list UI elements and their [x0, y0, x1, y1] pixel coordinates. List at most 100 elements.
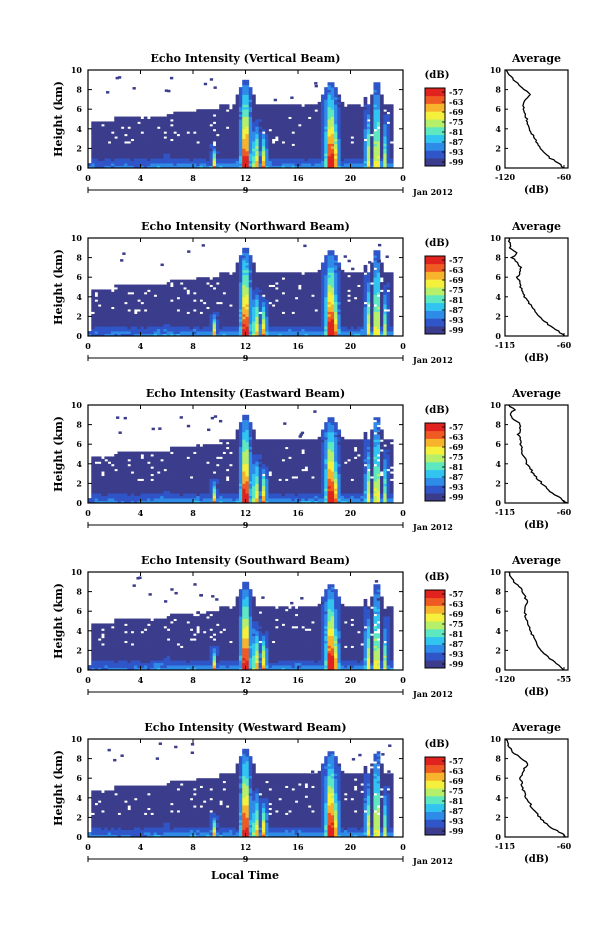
heatmap-cell [179, 287, 184, 290]
heatmap-cell [225, 323, 230, 327]
heatmap-cell [324, 104, 328, 108]
heatmap-cell [337, 106, 342, 110]
heatmap-cell [304, 114, 309, 117]
heatmap-cell [199, 284, 204, 288]
heatmap-cell [307, 150, 312, 154]
heatmap-cell [298, 277, 302, 281]
heatmap-cell [215, 313, 220, 317]
heatmap-cell [314, 143, 319, 147]
heatmap-cell [291, 150, 296, 154]
heatmap-cell [133, 498, 138, 501]
heatmap-cell [173, 111, 177, 115]
heatmap-cell [320, 262, 325, 266]
heatmap-cell [91, 163, 95, 166]
heatmap-cell [114, 331, 118, 334]
heatmap-cell [258, 163, 263, 166]
heatmap-cell [232, 121, 237, 125]
heatmap-cell [124, 138, 128, 142]
x-tick-label: 16 [292, 173, 304, 183]
heatmap-cell [304, 306, 309, 310]
heatmap-cell [104, 500, 109, 504]
heatmap-cell [183, 128, 187, 132]
heatmap-cell [273, 98, 277, 102]
heatmap-cell [137, 316, 141, 320]
heatmap-cell [225, 309, 230, 312]
heatmap-cell [324, 131, 328, 135]
heatmap-cell [163, 333, 168, 337]
heatmap-cell [212, 289, 217, 293]
heatmap-cell [334, 257, 338, 261]
heatmap-cell [91, 321, 95, 325]
heatmap-cell [97, 299, 102, 303]
heatmap-cell [170, 141, 174, 144]
heatmap-cell [350, 323, 355, 327]
heatmap-cell [311, 160, 315, 164]
heatmap-cell [140, 326, 145, 330]
heatmap-cell [209, 155, 214, 159]
heatmap-cell [156, 333, 161, 337]
heatmap-cell [271, 313, 276, 317]
heatmap-cell [110, 155, 115, 159]
heatmap-cell [120, 148, 125, 152]
heatmap-cell [383, 111, 387, 115]
heatmap-cell [294, 333, 299, 337]
colorbar-tick-label: -87 [449, 137, 463, 147]
heatmap-cell [238, 111, 243, 115]
heatmap-cell [363, 284, 368, 288]
heatmap-cell [173, 299, 177, 303]
heatmap-cell [334, 87, 338, 90]
heatmap-cell [334, 136, 338, 139]
heatmap-cell [252, 289, 256, 293]
heatmap-cell [206, 284, 210, 288]
heatmap-cell [261, 299, 266, 303]
heatmap-cell [360, 304, 365, 307]
heatmap-cell [360, 133, 365, 137]
heatmap-cell [314, 304, 319, 307]
heatmap-cell [268, 136, 273, 139]
heatmap-cell [104, 138, 109, 142]
heatmap-cell [219, 282, 223, 285]
heatmap-cell [107, 331, 112, 334]
heatmap-cell [117, 301, 122, 305]
heatmap-cell [320, 311, 325, 315]
heatmap-cell [193, 306, 197, 310]
heatmap-cell [133, 495, 138, 499]
heatmap-cell [340, 116, 345, 120]
heatmap-cell [311, 163, 315, 166]
heatmap-cell [225, 301, 230, 305]
heatmap-cell [337, 272, 342, 276]
heatmap-cell [370, 313, 374, 317]
heatmap-cell [386, 299, 391, 303]
heatmap-cell [130, 466, 135, 470]
heatmap-cell [179, 311, 184, 315]
heatmap-cell [101, 121, 105, 125]
heatmap-cell [284, 291, 289, 295]
heatmap-cell [337, 148, 342, 152]
heatmap-cell [353, 291, 358, 295]
heatmap-cell [110, 136, 115, 139]
heatmap-cell [255, 321, 260, 325]
heatmap-cell [225, 316, 230, 320]
heatmap-cell [383, 163, 387, 166]
heatmap-cell [304, 145, 309, 149]
heatmap-cell [347, 114, 351, 117]
heatmap-cell [186, 165, 191, 169]
heatmap-cell [320, 301, 325, 305]
heatmap-cell [340, 148, 345, 152]
heatmap-cell [363, 119, 368, 122]
heatmap-cell [202, 163, 207, 166]
heatmap-cell [196, 287, 200, 290]
heatmap-cell [173, 119, 177, 122]
panel-title: Echo Intensity (Northward Beam) [141, 220, 350, 233]
heatmap-cell [380, 304, 384, 307]
heatmap-cell [334, 114, 338, 117]
heatmap-cell [380, 150, 384, 154]
heatmap-cell [189, 148, 194, 152]
colorbar-tick-label: -75 [449, 117, 463, 127]
heatmap-cell [153, 284, 158, 288]
heatmap-cell [330, 277, 335, 281]
heatmap-cell [311, 158, 315, 162]
heatmap-cell [170, 318, 174, 322]
heatmap-cell [101, 131, 105, 135]
heatmap-cell [245, 284, 250, 288]
